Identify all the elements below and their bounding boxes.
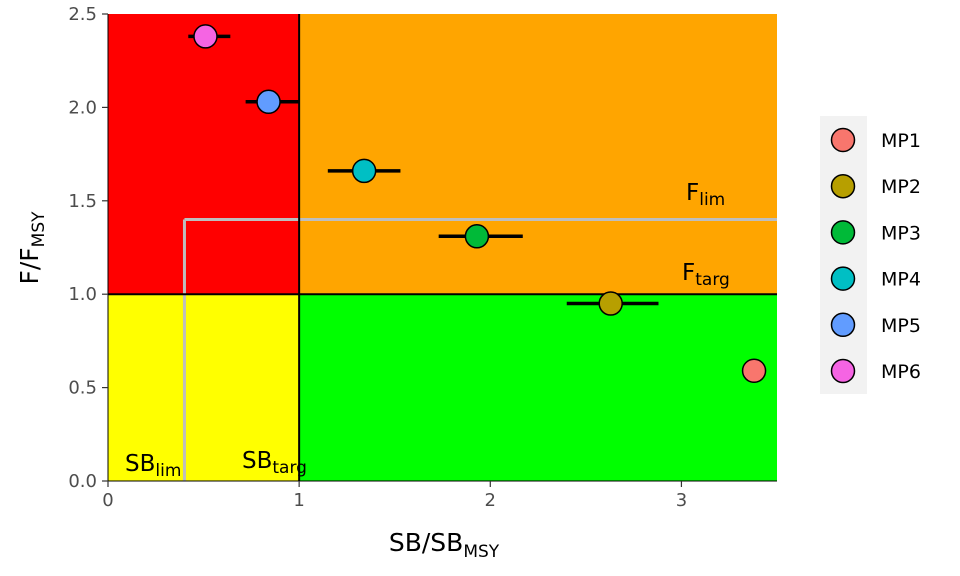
zone-yellow <box>108 294 300 481</box>
y-axis-title-sub: MSY <box>29 211 49 247</box>
legend-label-mp5: MP5 <box>881 315 921 337</box>
sb-lim-label-main: SB <box>125 451 155 477</box>
y-axis-title: F/FMSY <box>15 211 49 285</box>
y-tick-label: 2.0 <box>68 97 97 118</box>
f-targ-label-sub: targ <box>695 270 730 290</box>
reference-lines <box>108 14 777 481</box>
sb-targ-label: SBtarg <box>242 448 307 478</box>
x-tick-label: 1 <box>293 490 304 511</box>
zone-red <box>108 14 300 295</box>
x-tick-label: 0 <box>102 490 113 511</box>
sb-lim-label: SBlim <box>125 451 181 481</box>
legend-label-mp4: MP4 <box>881 269 921 291</box>
legend-key-mp5 <box>830 312 856 338</box>
legend-key-mp3 <box>830 220 856 245</box>
sb-targ-label-main: SB <box>242 448 272 474</box>
sb-targ-label-sub: targ <box>272 458 307 478</box>
legend-label-mp3: MP3 <box>881 222 921 244</box>
legend-key-mp2 <box>830 173 856 199</box>
f-lim-label-main: F <box>686 180 699 206</box>
status-zones <box>108 14 777 481</box>
mp5-point <box>256 89 281 115</box>
legend-label-mp1: MP1 <box>881 130 921 152</box>
mp3-point <box>464 224 490 249</box>
mp6-point <box>193 24 218 49</box>
legend-label-mp2: MP2 <box>881 176 921 198</box>
legend-key-mp1 <box>830 127 856 153</box>
legend-key-mp6 <box>830 358 856 384</box>
y-tick-label: 2.5 <box>68 4 97 25</box>
y-tick-label: 1.5 <box>68 191 97 212</box>
f-lim-label: Flim <box>686 180 725 210</box>
legend-label-mp6: MP6 <box>881 361 921 383</box>
f-lim-label-sub: lim <box>699 190 725 210</box>
mp1-point <box>741 358 767 384</box>
y-tick-label: 1.0 <box>68 284 97 305</box>
legend-background <box>820 116 867 394</box>
f-targ-label-main: F <box>682 260 695 286</box>
x-tick-label: 3 <box>676 490 687 511</box>
mp2-point <box>598 291 623 316</box>
mp4-point <box>351 158 377 184</box>
sb-lim-label-sub: lim <box>155 461 181 481</box>
x-axis-title: SB/SBMSY <box>389 528 500 562</box>
x-tick-label: 2 <box>485 490 496 511</box>
y-axis-title-main: F/F <box>15 247 44 284</box>
zone-orange <box>299 14 777 295</box>
x-axis: 0 1 2 3 <box>102 480 777 511</box>
data-points <box>193 24 767 384</box>
legend: MP1 MP2 MP3 MP4 MP5 MP6 <box>820 116 921 394</box>
x-axis-title-main: SB/SB <box>389 528 463 557</box>
zone-green <box>299 294 777 481</box>
legend-key-mp4 <box>830 266 856 291</box>
y-tick-label: 0.0 <box>68 471 97 492</box>
f-targ-label: Ftarg <box>682 260 730 290</box>
y-axis: 0.0 0.5 1.0 1.5 2.0 2.5 <box>68 4 109 492</box>
x-axis-title-sub: MSY <box>463 542 499 562</box>
reference-labels: SBlim SBtarg Flim Ftarg <box>125 180 730 481</box>
y-tick-label: 0.5 <box>68 378 97 399</box>
